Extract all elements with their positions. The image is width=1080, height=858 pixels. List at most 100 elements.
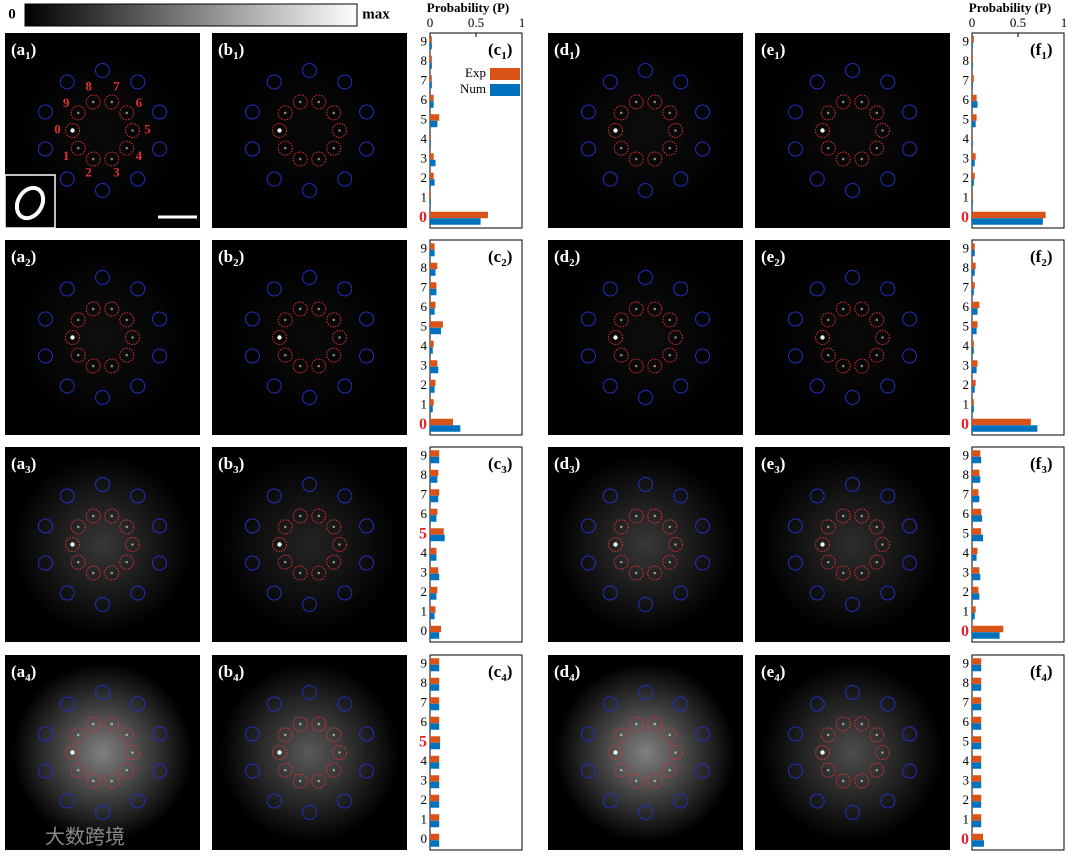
speckle-glow [219, 247, 400, 428]
label-sub: 4 [1041, 672, 1047, 684]
detector-blue [787, 555, 803, 571]
legend-swatch [490, 84, 520, 96]
label-close: ) [239, 662, 245, 681]
detector-red [119, 762, 135, 778]
category-label: 7 [421, 73, 428, 88]
chart-frame [971, 32, 1065, 229]
detector-blue [809, 171, 825, 187]
bar [972, 308, 978, 315]
category-label: 9 [963, 34, 970, 49]
detector-red [125, 330, 140, 345]
spot [619, 733, 623, 737]
spot [332, 733, 336, 737]
bar [430, 716, 440, 724]
detector-blue [602, 696, 618, 712]
label-sub: 1 [233, 50, 239, 62]
speckle-glow [220, 41, 400, 221]
detector-blue [266, 488, 282, 504]
bar [430, 703, 440, 711]
detector-blue [130, 171, 146, 187]
detector-blue [695, 141, 711, 157]
detector-blue [95, 685, 110, 700]
detector-red [835, 508, 851, 524]
spot [283, 318, 287, 322]
x-axis-label: Probability (P) [969, 0, 1051, 15]
label-letter: (b [218, 40, 233, 59]
bar [430, 814, 440, 821]
detector-red [854, 301, 870, 317]
detector-blue [638, 183, 653, 198]
detector-red [277, 105, 293, 121]
bar [972, 469, 980, 477]
detector-red [326, 140, 342, 156]
detector-red [608, 330, 623, 345]
detector-blue [787, 104, 803, 120]
bar [972, 159, 975, 167]
label-sub: 1 [774, 50, 780, 62]
colorbar-max: max [362, 6, 390, 22]
detector-blue [37, 104, 53, 120]
chart-frame [429, 32, 523, 229]
detector-blue [266, 378, 282, 394]
spot [317, 157, 321, 161]
bar [972, 716, 982, 724]
detector-blue [266, 793, 282, 809]
spot [619, 146, 623, 150]
detector-red [292, 358, 308, 374]
detector-blue [130, 793, 146, 809]
detector-blue [673, 793, 689, 809]
category-label: 6 [421, 506, 428, 521]
detector-blue [359, 311, 375, 327]
detector-blue [809, 74, 825, 90]
category-label: 2 [421, 170, 428, 185]
spot [860, 722, 864, 726]
detector-red [875, 330, 890, 345]
detector-red [613, 140, 629, 156]
panel-label: (a2) [11, 247, 36, 269]
category-label: 0 [961, 209, 969, 226]
label-letter: (b [218, 662, 233, 681]
bar [430, 425, 461, 432]
bar [430, 567, 439, 574]
spot [613, 542, 618, 547]
detector-blue [809, 378, 825, 394]
digit-label: 5 [144, 121, 151, 136]
detector-blue [809, 281, 825, 297]
detector-red [104, 716, 120, 732]
detector-red [85, 716, 101, 732]
spot [826, 318, 830, 322]
bar [972, 755, 982, 763]
detector-blue [902, 555, 918, 571]
detector-red [668, 537, 683, 552]
bar [430, 327, 442, 335]
detector-blue [359, 348, 375, 364]
detector-blue [244, 348, 260, 364]
bar [430, 211, 488, 219]
spot [674, 129, 677, 132]
category-label: 2 [421, 377, 428, 392]
label-letter: (d [554, 40, 570, 59]
category-label: 9 [963, 241, 970, 256]
detector-red [613, 347, 629, 363]
category-label: 5 [963, 734, 970, 749]
speckle-glow [12, 662, 193, 843]
detector-blue [673, 378, 689, 394]
detector-red [119, 727, 135, 743]
spot [875, 768, 879, 772]
detector-blue [95, 183, 110, 198]
detector-red [835, 94, 851, 110]
chart-frame [971, 446, 1065, 643]
detector-blue [845, 685, 860, 700]
detector-blue [266, 696, 282, 712]
bar [972, 366, 977, 374]
detector-blue [880, 585, 896, 601]
bar [430, 114, 440, 121]
spot [860, 100, 864, 104]
bar [972, 736, 982, 743]
spot [332, 525, 336, 529]
detector-red [854, 94, 870, 110]
spot [131, 336, 134, 339]
detector-blue [59, 171, 75, 187]
spot [674, 336, 677, 339]
detector-blue [59, 74, 75, 90]
